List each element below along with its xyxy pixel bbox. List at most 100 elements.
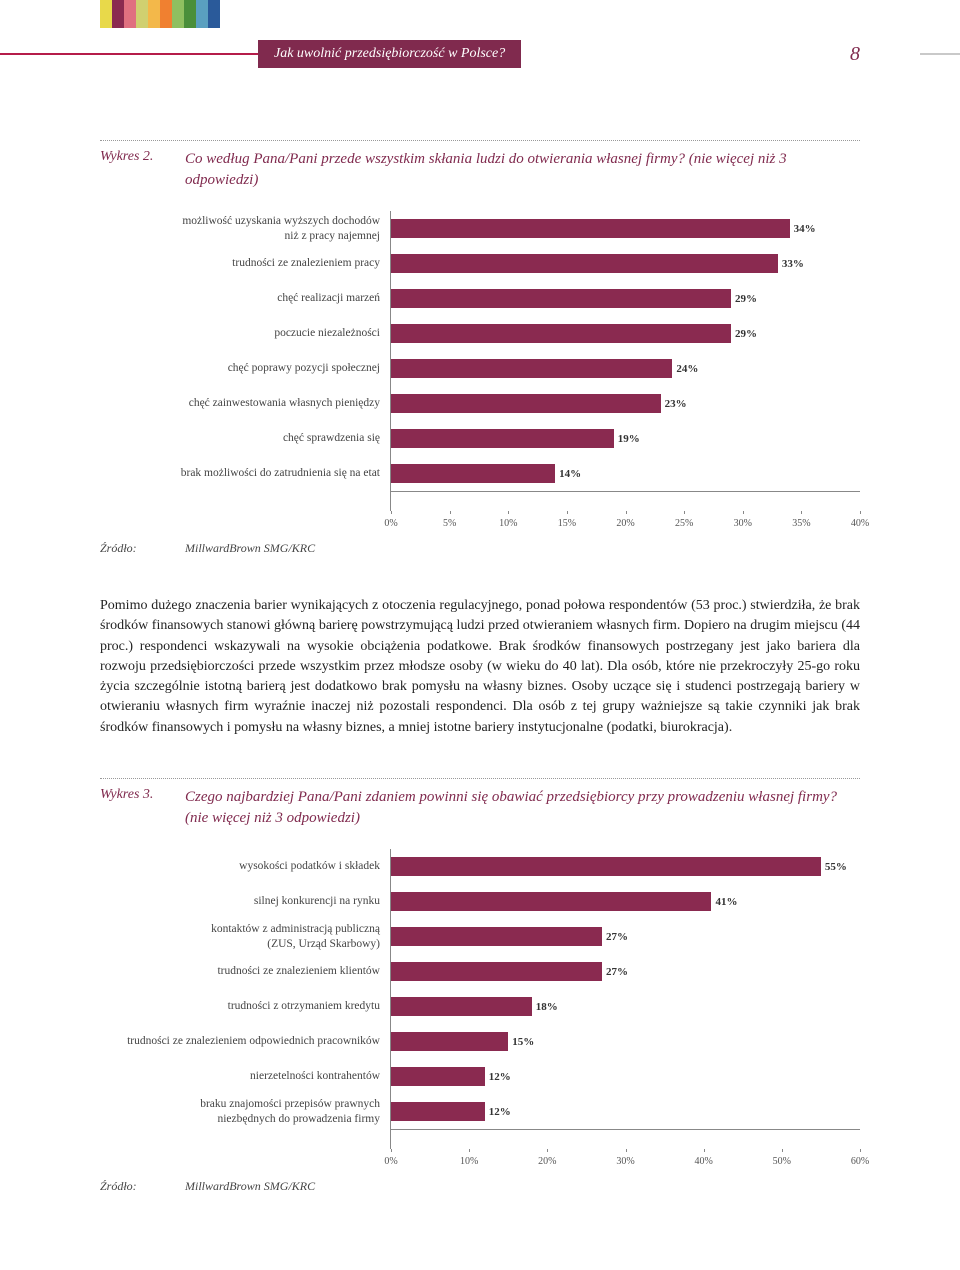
chart-plot-area: 19% [390, 421, 860, 456]
chart3-source: Źródło: MillwardBrown SMG/KRC [100, 1179, 860, 1194]
chart-bar [391, 997, 532, 1016]
chart-bar-value: 55% [821, 857, 847, 876]
chart-row: chęć poprawy pozycji społecznej 24% [100, 351, 860, 386]
chart-category-label: chęć poprawy pozycji społecznej [100, 361, 390, 375]
chart-category-label: trudności ze znalezieniem odpowiednich p… [100, 1034, 390, 1048]
figure3-label: Wykres 3. [100, 787, 165, 803]
chart-tick-label: 35% [792, 518, 810, 529]
chart-plot-area: 41% [390, 884, 860, 919]
chart-plot-area: 34% [390, 211, 860, 246]
chart-plot-area: 23% [390, 386, 860, 421]
chart-category-label: chęć zainwestowania własnych pieniędzy [100, 396, 390, 410]
chart-row: chęć realizacji marzeń29% [100, 281, 860, 316]
chart-row: trudności z otrzymaniem kredytu 18% [100, 989, 860, 1024]
chart-category-label: braku znajomości przepisów prawnychniezb… [100, 1097, 390, 1126]
source-value: MillwardBrown SMG/KRC [185, 541, 315, 556]
source-value: MillwardBrown SMG/KRC [185, 1179, 315, 1194]
chart-tick-label: 60% [851, 1156, 869, 1167]
chart-row: trudności ze znalezieniem odpowiednich p… [100, 1024, 860, 1059]
source-label: Źródło: [100, 541, 165, 556]
chart-row: kontaktów z administracją publiczną(ZUS,… [100, 919, 860, 954]
figure2-heading: Wykres 2. Co według Pana/Pani przede wsz… [100, 149, 860, 191]
chart-plot-area: 29% [390, 281, 860, 316]
chart-tick-label: 40% [851, 518, 869, 529]
chart-bar-value: 12% [485, 1102, 511, 1121]
header-rule-left [0, 53, 258, 55]
chart-bar-value: 15% [508, 1032, 534, 1051]
figure3-heading: Wykres 3. Czego najbardziej Pana/Pani zd… [100, 787, 860, 829]
chart-row: poczucie niezależności 29% [100, 316, 860, 351]
color-strip [208, 0, 220, 28]
chart-axis-plot: 0%5%10%15%20%25%30%35%40% [390, 491, 860, 511]
chart-row: chęć zainwestowania własnych pieniędzy 23… [100, 386, 860, 421]
divider [100, 140, 860, 141]
chart-plot-area: 29% [390, 316, 860, 351]
chart-bar-value: 12% [485, 1067, 511, 1086]
chart-bar [391, 1102, 485, 1121]
chart-category-label: wysokości podatków i składek [100, 859, 390, 873]
chart-bar [391, 394, 661, 413]
chart3: wysokości podatków i składek 55% silnej ko… [100, 849, 860, 1149]
chart-bar-value: 14% [555, 464, 581, 483]
chart-plot-area: 27% [390, 954, 860, 989]
chart-tick-label: 0% [384, 1156, 397, 1167]
chart-row: trudności ze znalezieniem pracy33% [100, 246, 860, 281]
chart-bar [391, 892, 711, 911]
chart-category-label: silnej konkurencji na rynku [100, 894, 390, 908]
divider [100, 778, 860, 779]
chart-tick-label: 30% [734, 518, 752, 529]
chart-bar-value: 27% [602, 962, 628, 981]
chart-bar [391, 429, 614, 448]
chart-plot-area: 18% [390, 989, 860, 1024]
chart-bar-value: 18% [532, 997, 558, 1016]
source-label: Źródło: [100, 1179, 165, 1194]
chart-bar-value: 41% [711, 892, 737, 911]
chart-tick-label: 25% [675, 518, 693, 529]
chart-x-axis: 0%10%20%30%40%50%60% [100, 1129, 860, 1149]
chart-bar-value: 23% [661, 394, 687, 413]
figure3-title: Czego najbardziej Pana/Pani zdaniem powi… [185, 787, 860, 829]
color-strip [196, 0, 208, 28]
color-strip [160, 0, 172, 28]
chart-tick-label: 20% [538, 1156, 556, 1167]
chart2-source: Źródło: MillwardBrown SMG/KRC [100, 541, 860, 556]
chart-bar [391, 359, 672, 378]
header-title: Jak uwolnić przedsiębiorczość w Polsce? [258, 40, 521, 68]
chart-plot-area: 12% [390, 1059, 860, 1094]
chart-category-label: trudności z otrzymaniem kredytu [100, 999, 390, 1013]
chart-plot-area: 55% [390, 849, 860, 884]
chart-category-label: możliwość uzyskania wyższych dochodówniż… [100, 214, 390, 243]
page-header: Jak uwolnić przedsiębiorczość w Polsce? … [0, 0, 960, 70]
chart-row: trudności ze znalezieniem klientów27% [100, 954, 860, 989]
figure2-label: Wykres 2. [100, 149, 165, 165]
chart-bar [391, 324, 731, 343]
color-strip [112, 0, 124, 28]
chart-bar [391, 857, 821, 876]
chart-plot-area: 12% [390, 1094, 860, 1129]
chart-tick-label: 20% [616, 518, 634, 529]
chart-category-label: poczucie niezależności [100, 326, 390, 340]
chart-row: silnej konkurencji na rynku 41% [100, 884, 860, 919]
chart-category-label: nierzetelności kontrahentów [100, 1069, 390, 1083]
color-strips [100, 0, 220, 28]
chart-tick-label: 30% [616, 1156, 634, 1167]
chart-tick-label: 10% [499, 518, 517, 529]
chart-category-label: brak możliwości do zatrudnienia się na e… [100, 466, 390, 480]
chart-bar-value: 34% [790, 219, 816, 238]
chart-bar-value: 24% [672, 359, 698, 378]
figure2-title: Co według Pana/Pani przede wszystkim skł… [185, 149, 860, 191]
chart-category-label: trudności ze znalezieniem pracy [100, 256, 390, 270]
chart-bar-value: 29% [731, 324, 757, 343]
chart-row: chęć sprawdzenia się19% [100, 421, 860, 456]
chart-bar [391, 962, 602, 981]
chart-bar-value: 29% [731, 289, 757, 308]
chart-tick-label: 15% [558, 518, 576, 529]
chart-tick-label: 40% [694, 1156, 712, 1167]
chart-row: braku znajomości przepisów prawnychniezb… [100, 1094, 860, 1129]
chart-tick-label: 10% [460, 1156, 478, 1167]
chart-tick-label: 0% [384, 518, 397, 529]
chart-category-label: kontaktów z administracją publiczną(ZUS,… [100, 922, 390, 951]
chart-bar-value: 19% [614, 429, 640, 448]
page-content: Wykres 2. Co według Pana/Pani przede wsz… [100, 140, 860, 1194]
body-paragraph: Pomimo dużego znaczenia barier wynikając… [100, 596, 860, 738]
